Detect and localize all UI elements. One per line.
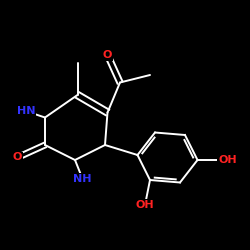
- Text: O: O: [103, 50, 112, 60]
- Text: NH: NH: [73, 174, 92, 184]
- Text: HN: HN: [17, 106, 36, 116]
- Text: OH: OH: [218, 155, 237, 165]
- Text: O: O: [13, 152, 22, 162]
- Text: OH: OH: [136, 200, 154, 210]
